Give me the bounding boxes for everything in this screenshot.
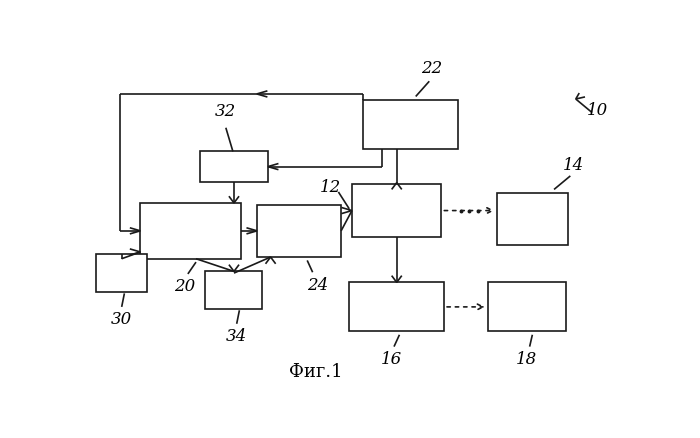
Bar bbox=[96, 255, 148, 292]
Text: 30: 30 bbox=[111, 311, 132, 328]
Bar bbox=[363, 101, 458, 149]
Bar bbox=[257, 205, 341, 258]
Text: 24: 24 bbox=[307, 276, 329, 293]
Bar bbox=[488, 283, 566, 332]
Text: 16: 16 bbox=[381, 350, 402, 367]
Text: 14: 14 bbox=[562, 156, 584, 173]
Text: 10: 10 bbox=[587, 102, 608, 118]
Text: 20: 20 bbox=[174, 278, 196, 295]
Bar bbox=[141, 204, 241, 259]
Bar bbox=[200, 152, 268, 182]
Bar bbox=[352, 185, 442, 237]
Text: 34: 34 bbox=[226, 328, 247, 344]
Text: 18: 18 bbox=[517, 350, 538, 367]
Text: 12: 12 bbox=[320, 179, 341, 196]
Bar bbox=[206, 272, 262, 309]
Text: 22: 22 bbox=[421, 60, 442, 77]
Text: 32: 32 bbox=[215, 103, 237, 120]
Bar bbox=[349, 283, 444, 332]
Text: Фиг.1: Фиг.1 bbox=[288, 362, 342, 380]
Bar bbox=[497, 193, 568, 246]
